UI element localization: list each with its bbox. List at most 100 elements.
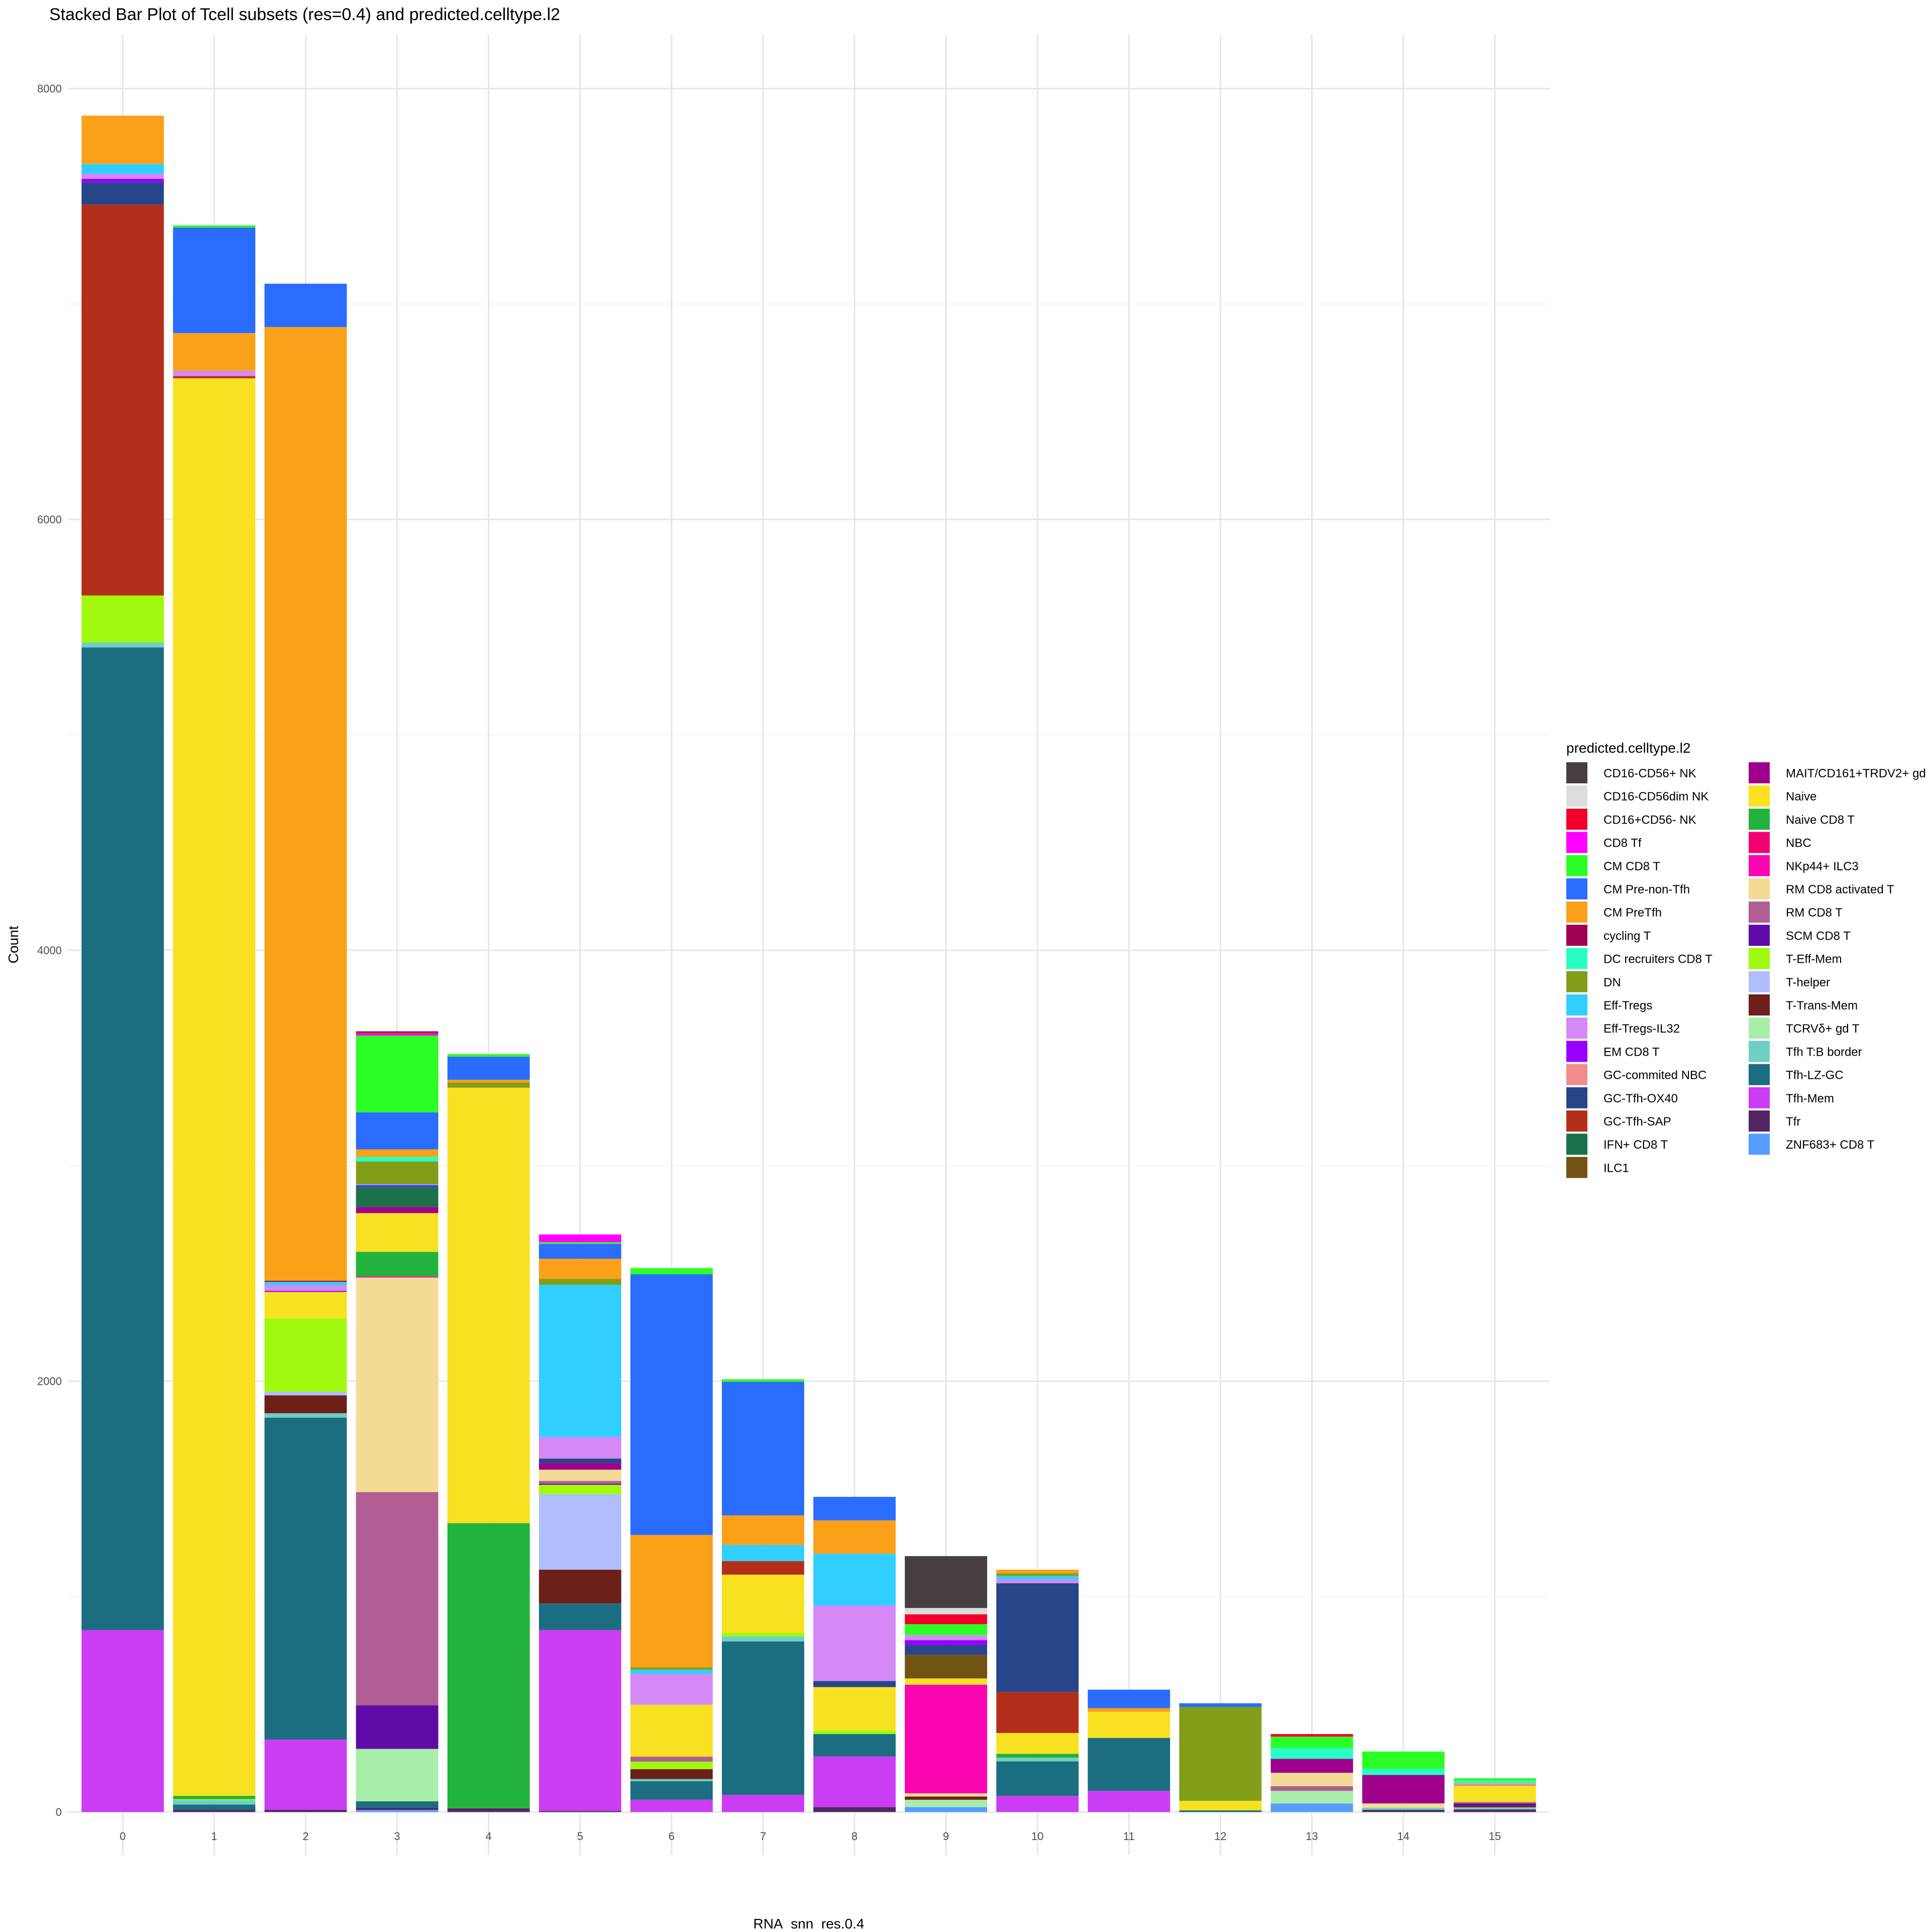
bar-segment bbox=[1270, 1773, 1353, 1786]
bar-segment bbox=[813, 1496, 896, 1520]
bar-segment bbox=[356, 1161, 439, 1184]
legend-key bbox=[1749, 762, 1770, 783]
bar-segment bbox=[722, 1545, 804, 1561]
legend-key bbox=[1566, 785, 1587, 807]
legend-label: RM CD8 activated T bbox=[1786, 883, 1894, 896]
legend-key bbox=[1566, 1157, 1587, 1178]
bar-segment bbox=[1088, 1689, 1170, 1708]
x-axis-title: RNA_snn_res.0.4 bbox=[753, 1916, 864, 1929]
bar-segment bbox=[356, 1185, 439, 1187]
legend-item: CM Pre-non-Tfh bbox=[1566, 878, 1690, 899]
bar-segment bbox=[356, 1157, 439, 1162]
legend-key bbox=[1566, 832, 1587, 853]
bar-cluster-4 bbox=[447, 1054, 530, 1812]
bar-segment bbox=[1179, 1810, 1262, 1812]
legend-item: RM CD8 activated T bbox=[1749, 878, 1894, 899]
bar-segment bbox=[1179, 1707, 1262, 1801]
legend-item: CM PreTfh bbox=[1566, 901, 1662, 923]
x-tick-label: 7 bbox=[760, 1830, 766, 1843]
bar-segment bbox=[539, 1234, 621, 1243]
legend-item: Tfr bbox=[1749, 1110, 1800, 1132]
legend-key bbox=[1566, 1018, 1587, 1039]
legend-label: DN bbox=[1603, 976, 1621, 989]
legend-label: SCM CD8 T bbox=[1786, 929, 1851, 943]
bar-segment bbox=[1088, 1708, 1170, 1712]
legend-label: GC-Tfh-OX40 bbox=[1603, 1092, 1678, 1105]
bar-segment bbox=[630, 1667, 713, 1670]
legend-key bbox=[1566, 948, 1587, 969]
legend-item: ZNF683+ CD8 T bbox=[1749, 1134, 1875, 1155]
bar-segment bbox=[81, 173, 164, 179]
legend-label: CM Pre-non-Tfh bbox=[1603, 883, 1690, 896]
bar-segment bbox=[447, 1082, 530, 1088]
bar-segment bbox=[81, 205, 164, 596]
bar-segment bbox=[1270, 1759, 1353, 1773]
bar-segment bbox=[1453, 1783, 1536, 1786]
bar-segment bbox=[1270, 1748, 1353, 1759]
bar-segment bbox=[630, 1781, 713, 1800]
legend-item: Eff-Tregs-IL32 bbox=[1566, 1018, 1680, 1039]
x-tick-label: 15 bbox=[1488, 1830, 1501, 1843]
legend-label: T-helper bbox=[1786, 976, 1830, 989]
legend-key bbox=[1566, 971, 1587, 992]
legend-item: NBC bbox=[1749, 832, 1811, 853]
legend-item: GC-Tfh-SAP bbox=[1566, 1110, 1671, 1132]
legend-key bbox=[1749, 925, 1770, 946]
bar-segment bbox=[996, 1754, 1079, 1758]
bar-segment bbox=[539, 1463, 621, 1470]
bar-segment bbox=[264, 1292, 347, 1318]
bar-segment bbox=[264, 1809, 347, 1812]
legend-key bbox=[1749, 808, 1770, 830]
bar-segment bbox=[356, 1809, 439, 1812]
bar-segment bbox=[81, 182, 164, 205]
bar-segment bbox=[1088, 1738, 1170, 1791]
bar-segment bbox=[539, 1481, 621, 1484]
legend-item: EM CD8 T bbox=[1566, 1041, 1660, 1062]
bar-segment bbox=[356, 1705, 439, 1749]
bar-segment bbox=[539, 1630, 621, 1811]
bar-segment bbox=[81, 1630, 164, 1812]
bar-cluster-15 bbox=[1453, 1778, 1536, 1812]
x-tick-label: 12 bbox=[1214, 1830, 1226, 1843]
bar-segment bbox=[356, 1184, 439, 1185]
legend-label: CD8 Tf bbox=[1603, 837, 1642, 850]
legend-key bbox=[1566, 994, 1587, 1015]
bar-segment bbox=[630, 1757, 713, 1762]
x-tick-label: 5 bbox=[577, 1830, 583, 1843]
legend-key bbox=[1749, 1087, 1770, 1108]
bar-segment bbox=[539, 1242, 621, 1244]
bar-segment bbox=[447, 1087, 530, 1523]
bar-segment bbox=[356, 1031, 439, 1033]
bar-segment bbox=[356, 1187, 439, 1207]
bar-segment bbox=[173, 1804, 256, 1810]
legend-label: cycling T bbox=[1603, 929, 1651, 943]
bar-segment bbox=[813, 1687, 896, 1731]
bar-segment bbox=[905, 1799, 988, 1807]
legend-item: RM CD8 T bbox=[1749, 901, 1843, 923]
bar-segment bbox=[356, 1033, 439, 1036]
legend-label: Tfr bbox=[1786, 1115, 1800, 1129]
bar-segment bbox=[1362, 1751, 1445, 1769]
bar-segment bbox=[1362, 1769, 1445, 1775]
bar-cluster-7 bbox=[722, 1379, 804, 1812]
bar-segment bbox=[356, 1213, 439, 1252]
x-tick-label: 3 bbox=[394, 1830, 400, 1843]
bar-segment bbox=[539, 1494, 621, 1570]
legend-item: CD16-CD56dim NK bbox=[1566, 785, 1708, 807]
y-tick-label: 4000 bbox=[37, 944, 62, 957]
bar-segment bbox=[905, 1684, 988, 1793]
legend-label: Tfh T:B border bbox=[1786, 1045, 1862, 1059]
legend-label: T-Trans-Mem bbox=[1786, 999, 1858, 1012]
bar-segment bbox=[1270, 1737, 1353, 1748]
bar-segment bbox=[630, 1274, 713, 1535]
x-tick-label: 10 bbox=[1031, 1830, 1043, 1843]
legend-item: NKp44+ ILC3 bbox=[1749, 855, 1859, 876]
bar-segment bbox=[996, 1796, 1079, 1812]
bar-segment bbox=[1088, 1711, 1170, 1738]
bar-segment bbox=[905, 1624, 988, 1636]
legend-key bbox=[1749, 832, 1770, 853]
bar-segment bbox=[1270, 1803, 1353, 1812]
legend-item: DN bbox=[1566, 971, 1621, 992]
x-tick-label: 13 bbox=[1306, 1830, 1318, 1843]
bar-segment bbox=[539, 1483, 621, 1485]
